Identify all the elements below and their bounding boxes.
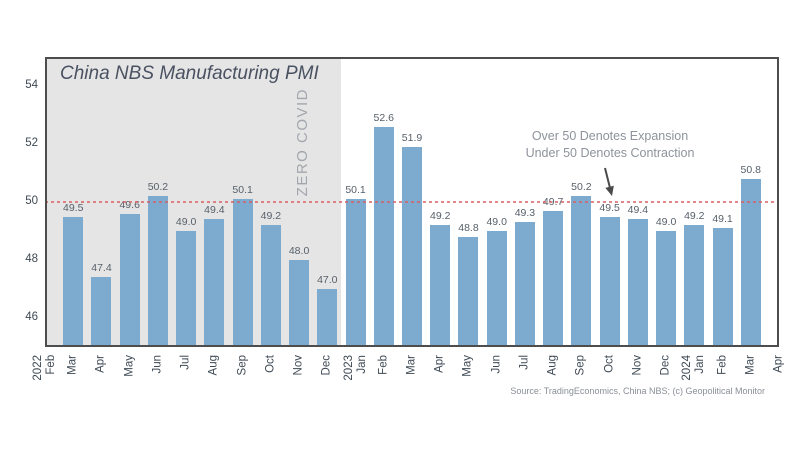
bar-value-label: 51.9 <box>401 131 423 144</box>
bar-value-label: 49.2 <box>260 210 282 223</box>
bar-aug-18 <box>543 210 564 347</box>
bar-dec-22 <box>656 231 677 347</box>
x-axis-tick-feb-0: 2022 Feb <box>32 355 57 381</box>
bar-jun-4 <box>147 196 168 347</box>
x-axis-tick-jul-17: Jul <box>518 355 531 370</box>
bar-value-label: 49.0 <box>175 216 197 228</box>
x-axis-tick-apr-2: Apr <box>94 355 107 373</box>
x-axis-tick-dec-10: Dec <box>320 355 333 376</box>
x-axis-tick-may-3: May <box>123 355 136 377</box>
x-axis-tick-mar-13: Mar <box>405 355 418 375</box>
bar-value-label: 50.1 <box>345 184 366 197</box>
bar-nov-9 <box>289 260 310 347</box>
annotation-line-1: Over 50 Denotes Expansion <box>531 129 689 143</box>
x-axis-tick-apr-26: Apr <box>772 355 785 373</box>
x-axis-tick-nov-21: Nov <box>631 355 644 376</box>
y-axis-tick-50: 50 <box>25 195 38 207</box>
x-axis-tick-jun-4: Jun <box>151 355 164 374</box>
bar-oct-20 <box>599 216 620 347</box>
bar-value-label: 49.7 <box>542 195 564 208</box>
bar-jun-16 <box>486 231 507 347</box>
bar-mar-1 <box>63 216 84 347</box>
bar-feb-12 <box>373 126 394 347</box>
bar-aug-6 <box>204 219 225 347</box>
bar-value-label: 49.5 <box>599 201 620 214</box>
bar-mar-25 <box>740 178 761 347</box>
y-axis-tick-48: 48 <box>25 253 38 265</box>
x-axis-tick-feb-12: Feb <box>377 355 390 375</box>
y-axis-tick-54: 54 <box>25 79 38 91</box>
x-axis-tick-feb-24: Feb <box>716 355 729 375</box>
bar-sep-7 <box>232 199 253 347</box>
bar-value-label: 49.1 <box>712 213 733 226</box>
x-axis-tick-aug-18: Aug <box>546 355 559 376</box>
x-axis-tick-oct-8: Oct <box>264 355 277 373</box>
bar-value-label: 47.0 <box>317 274 338 286</box>
expansion-contraction-annotation: Over 50 Denotes Expansion Under 50 Denot… <box>460 128 760 162</box>
x-axis-tick-mar-1: Mar <box>66 355 79 375</box>
bar-jan-11 <box>345 199 366 347</box>
bar-apr-2 <box>91 277 112 347</box>
bar-jul-17 <box>514 222 535 347</box>
bar-value-label: 49.6 <box>119 198 140 211</box>
bar-value-label: 48.0 <box>288 245 310 257</box>
bar-jan-23 <box>684 225 705 347</box>
bar-value-label: 49.3 <box>514 207 536 220</box>
bar-value-label: 50.2 <box>571 181 592 194</box>
bar-apr-14 <box>430 225 451 347</box>
source-credit: Source: TradingEconomics, China NBS; (c)… <box>510 386 765 396</box>
bar-value-label: 49.0 <box>655 216 677 228</box>
bar-may-3 <box>119 213 140 347</box>
bar-may-15 <box>458 236 479 347</box>
bar-nov-21 <box>627 219 648 347</box>
bar-value-label: 49.4 <box>204 204 225 217</box>
bar-value-label: 50.1 <box>232 184 253 197</box>
bar-mar-13 <box>402 146 422 347</box>
bar-value-label: 52.6 <box>373 111 394 124</box>
bar-value-label: 49.2 <box>430 210 451 223</box>
bar-value-label: 48.8 <box>458 221 479 234</box>
x-axis-tick-jan-23: 2024 Jan <box>681 355 707 381</box>
x-axis-tick-sep-19: Sep <box>574 355 587 376</box>
bar-sep-19 <box>571 196 592 347</box>
x-axis-tick-mar-25: Mar <box>744 355 757 375</box>
x-axis-tick-nov-9: Nov <box>292 355 305 376</box>
bar-value-label: 49.2 <box>684 210 705 223</box>
x-axis-tick-jan-11: 2023 Jan <box>342 355 368 381</box>
y-axis-tick-46: 46 <box>25 311 38 323</box>
bar-jul-5 <box>176 231 197 347</box>
x-axis-tick-jun-16: Jun <box>490 355 503 374</box>
annotation-line-2: Under 50 Denotes Contraction <box>525 146 695 160</box>
bar-value-label: 49.0 <box>486 216 507 228</box>
x-axis-tick-jul-5: Jul <box>179 355 192 370</box>
bar-oct-8 <box>260 225 281 347</box>
x-axis-tick-dec-22: Dec <box>659 355 672 376</box>
bar-value-label: 49.4 <box>627 204 649 217</box>
x-axis-tick-aug-6: Aug <box>207 355 220 376</box>
y-axis-tick-52: 52 <box>25 137 38 149</box>
bar-value-label: 50.8 <box>740 163 761 176</box>
chart-title: China NBS Manufacturing PMI <box>60 63 319 84</box>
x-axis-tick-apr-14: Apr <box>433 355 446 373</box>
bar-dec-10 <box>317 289 338 347</box>
x-axis-tick-oct-20: Oct <box>603 355 616 373</box>
bar-value-label: 49.5 <box>63 201 84 214</box>
bar-value-label: 50.2 <box>147 181 169 194</box>
plot-area: 49.5 47.4 49.6 50.2 49.0 49.4 50.1 49.2 48.0 47.0… <box>45 57 779 347</box>
bar-feb-24 <box>712 228 733 347</box>
zero-covid-label: ZERO COVID <box>294 88 311 197</box>
x-axis-tick-sep-7: Sep <box>236 355 249 376</box>
x-axis-tick-may-15: May <box>461 355 474 377</box>
bar-value-label: 47.4 <box>91 262 112 275</box>
